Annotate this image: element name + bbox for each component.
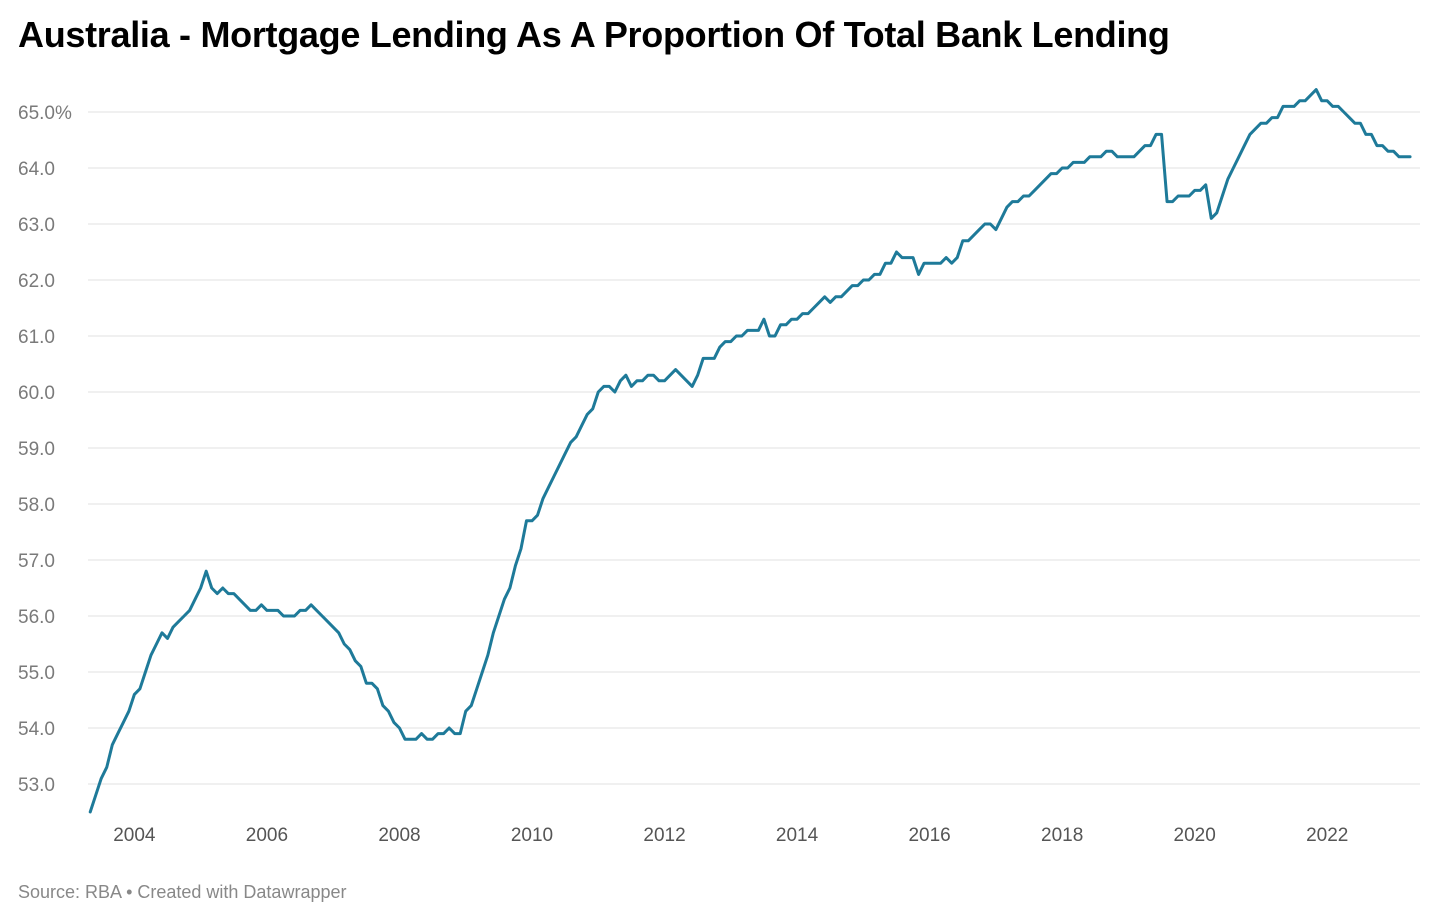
chart-title: Australia - Mortgage Lending As A Propor… [18, 14, 1170, 55]
x-tick-label: 2014 [776, 825, 819, 846]
y-tick-label: 58.0 [18, 495, 55, 516]
y-tick-label: 62.0 [18, 271, 55, 292]
source-note: Source: RBA [18, 882, 122, 902]
y-tick-label: 63.0 [18, 215, 55, 236]
x-axis: 2004 2006 2008 2010 2012 2014 2016 2018 2020 2022 [113, 825, 1348, 846]
x-tick-label: 2006 [246, 825, 288, 846]
credit-note: Created with Datawrapper [137, 882, 347, 902]
y-tick-label: 64.0 [18, 159, 55, 180]
y-axis: 53.0 54.0 55.0 56.0 57.0 58.0 59.0 60.0 61.0 62.0… [18, 103, 72, 796]
y-tick-label: 55.0 [18, 663, 55, 684]
x-tick-label: 2016 [908, 825, 950, 846]
series-line [88, 88, 1412, 814]
y-tick-label: 59.0 [18, 439, 55, 460]
y-tick-label: 54.0 [18, 719, 55, 740]
x-tick-label: 2010 [511, 825, 553, 846]
x-tick-label: 2020 [1174, 825, 1216, 846]
y-tick-label: 56.0 [18, 607, 55, 628]
series-layer [88, 88, 1412, 814]
x-tick-label: 2012 [643, 825, 685, 846]
x-tick-label: 2018 [1041, 825, 1083, 846]
x-tick-label: 2022 [1306, 825, 1348, 846]
y-tick-label: 61.0 [18, 327, 55, 348]
x-tick-label: 2004 [113, 825, 156, 846]
footer-separator: • [121, 882, 138, 902]
y-tick-label: 57.0 [18, 551, 55, 572]
y-tick-label: 65.0% [18, 103, 72, 124]
x-tick-label: 2008 [378, 825, 420, 846]
y-tick-label: 60.0 [18, 383, 55, 404]
y-tick-label: 53.0 [18, 775, 55, 796]
grid-lines [88, 111, 1420, 785]
chart-footer: Source: RBA • Created with Datawrapper [18, 882, 346, 903]
